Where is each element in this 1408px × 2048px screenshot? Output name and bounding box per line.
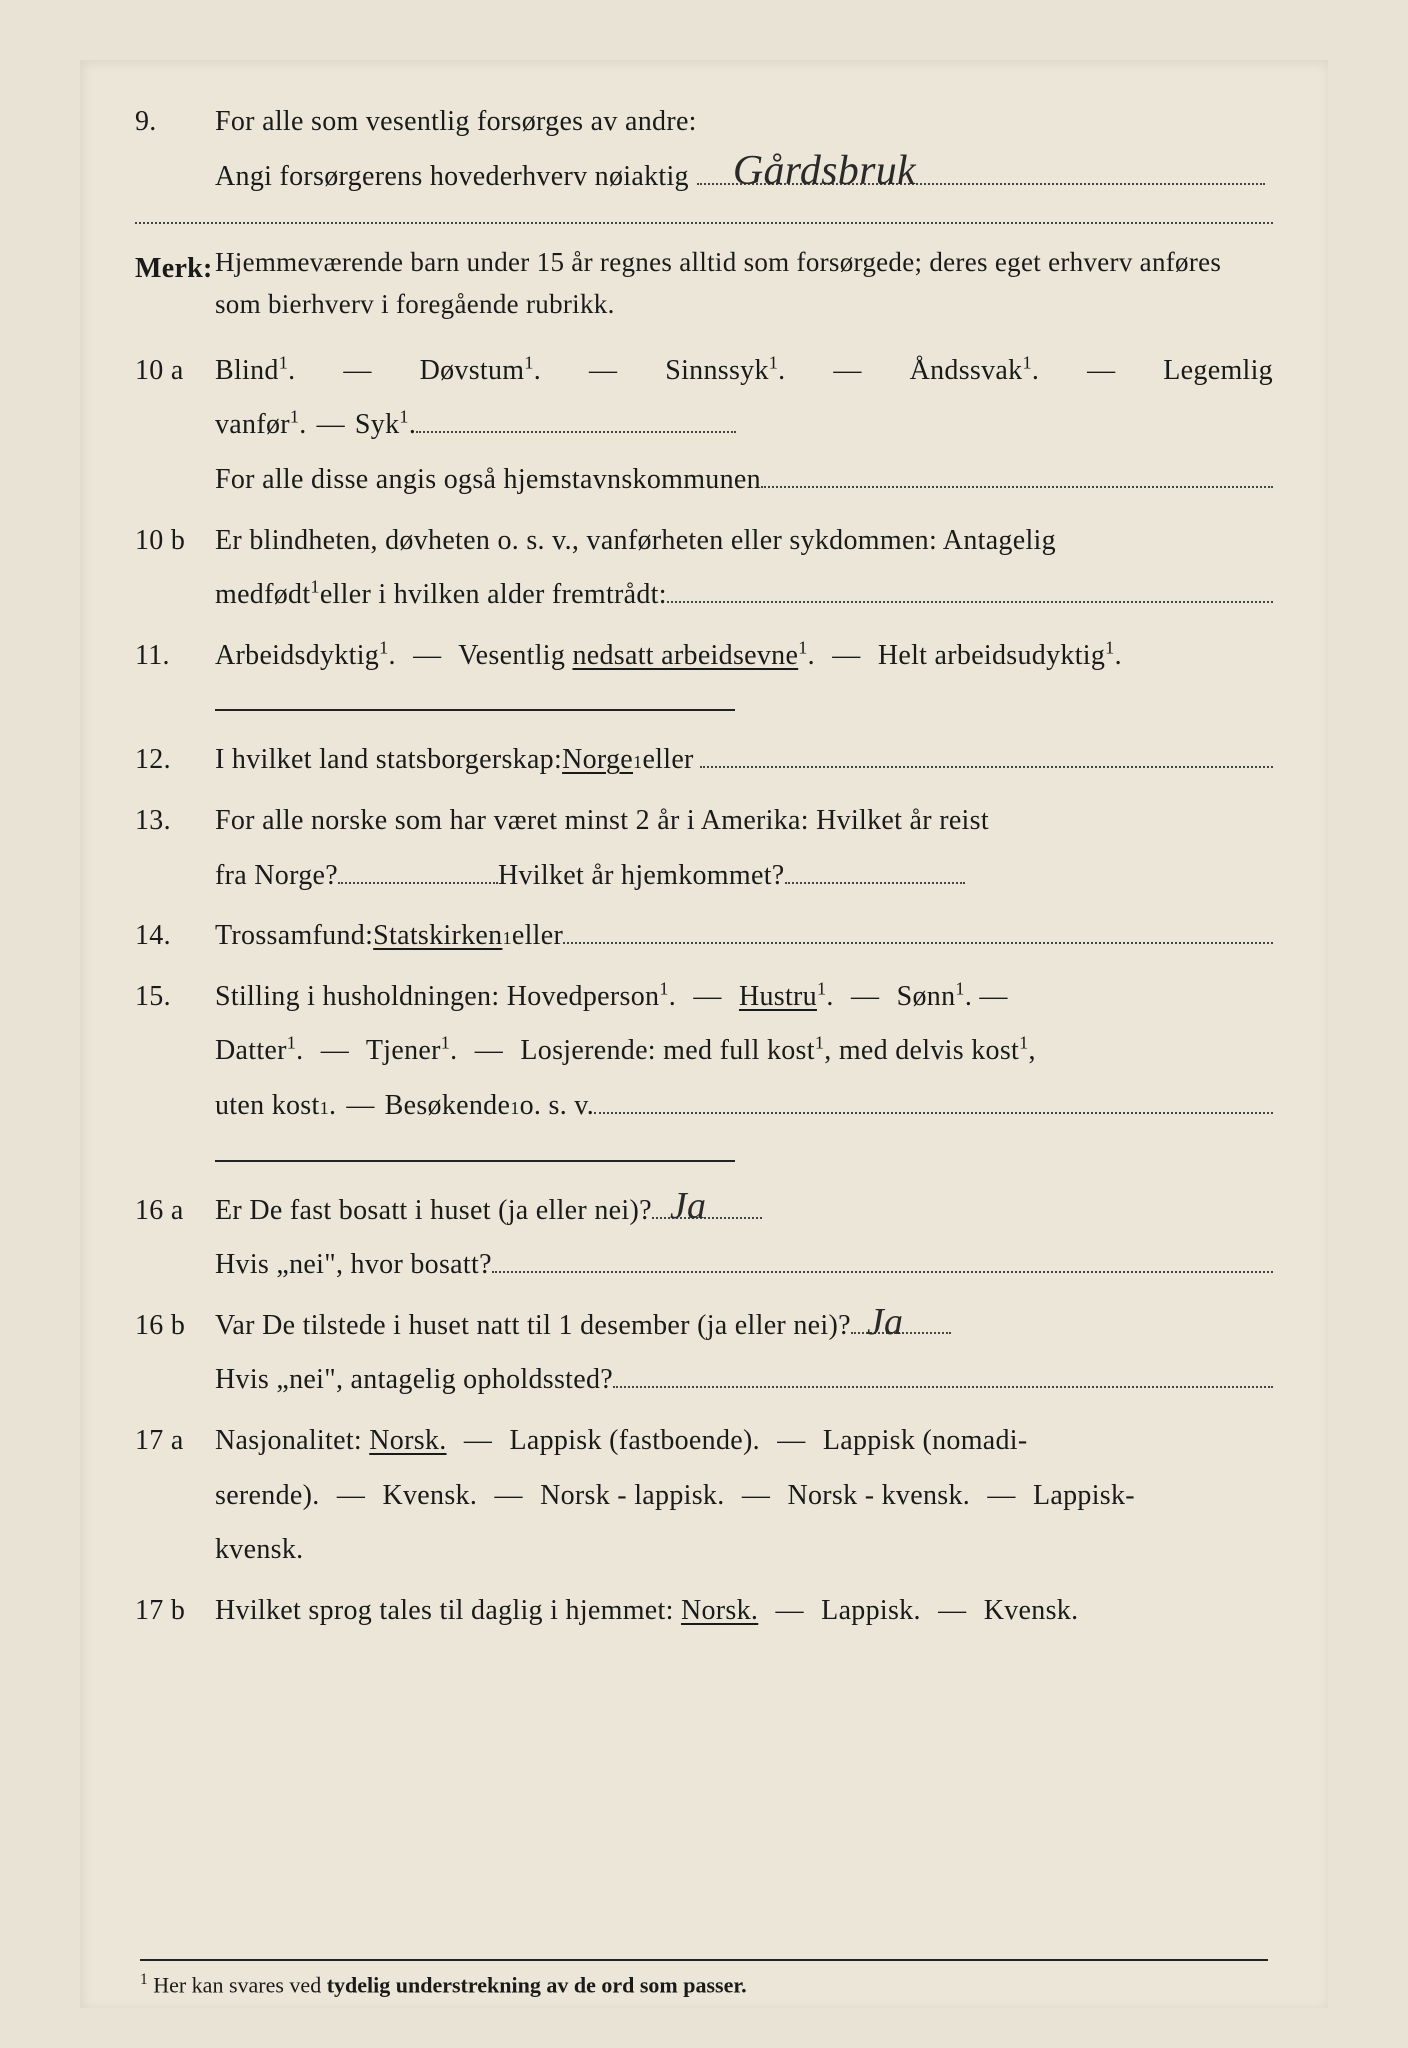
q10a-syk: Syk xyxy=(355,409,399,440)
q9-answer-line: Gårdsbruk xyxy=(697,159,1265,184)
q11-nedsatt-selected: nedsatt arbeidsevne xyxy=(572,640,798,671)
q13-fra-norge: fra Norge? xyxy=(215,849,338,904)
q10a-andssvak: Åndssvak xyxy=(910,355,1023,386)
question-9: 9. For alle som vesentlig forsørges av a… xyxy=(135,95,1273,204)
q17b-kvensk: Kvensk. xyxy=(984,1595,1079,1626)
question-12: 12. I hvilket land statsborgerskap: Norg… xyxy=(135,733,1273,788)
question-10a: 10 a Blind1. — Døvstum1. — Sinnssyk1. — … xyxy=(135,344,1273,508)
merk-label: Merk: xyxy=(135,242,215,326)
q15-datter: Datter xyxy=(215,1035,287,1066)
q15-sonn: Sønn xyxy=(897,981,956,1012)
question-17a: 17 a Nasjonalitet: Norsk. — Lappisk (fas… xyxy=(135,1414,1273,1578)
q13-hjemkommet: Hvilket år hjemkommet? xyxy=(498,849,785,904)
q10b-alder: eller i hvilken alder fremtrådt: xyxy=(320,568,667,623)
q15-uten-kost: uten kost xyxy=(215,1079,320,1134)
q17b-text: Hvilket sprog tales til daglig i hjemmet… xyxy=(215,1595,681,1626)
question-14: 14. Trossamfund: Statskirken1 eller xyxy=(135,909,1273,964)
q11-arbeidsdyktig: Arbeidsdyktig xyxy=(215,640,379,671)
q17b-number: 17 b xyxy=(135,1584,215,1639)
q17a-norsk-selected: Norsk. xyxy=(369,1425,446,1456)
blank-line xyxy=(416,408,736,433)
blank-line xyxy=(563,919,1273,944)
q16a-hvis-nei: Hvis „nei", hvor bosatt? xyxy=(215,1238,492,1293)
q16a-answer-line: Ja xyxy=(652,1193,762,1218)
section-divider xyxy=(215,1160,735,1162)
q15-number: 15. xyxy=(135,970,215,1134)
q17a-lappisk-kvensk: Lappisk- xyxy=(1033,1480,1135,1511)
q12-norge-selected: Norge xyxy=(562,733,633,788)
q9-number: 9. xyxy=(135,95,215,204)
q16a-number: 16 a xyxy=(135,1184,215,1293)
footnote-bold: tydelig understrekning av de ord som pas… xyxy=(327,1972,747,1997)
q17a-lappisk-fast: Lappisk (fastboende). xyxy=(509,1425,759,1456)
q13-line1: For alle norske som har været minst 2 år… xyxy=(215,794,1273,849)
footnote-marker: 1 xyxy=(140,1971,148,1988)
q9-line2: Angi forsørgerens hovederhverv nøiaktig xyxy=(215,150,689,205)
question-10b: 10 b Er blindheten, døvheten o. s. v., v… xyxy=(135,514,1273,623)
q10a-vanfor: vanfør xyxy=(215,409,290,440)
blank-line xyxy=(613,1363,1273,1388)
question-13: 13. For alle norske som har været minst … xyxy=(135,794,1273,903)
q10a-sinnssyk: Sinnssyk xyxy=(665,355,769,386)
blank-line xyxy=(785,858,965,883)
q9-answer: Gårdsbruk xyxy=(727,131,922,213)
census-form-page: 9. For alle som vesentlig forsørges av a… xyxy=(80,60,1328,2008)
q10a-hjemstavn: For alle disse angis også hjemstavnskomm… xyxy=(215,453,761,508)
q15-tjener: Tjener xyxy=(366,1035,441,1066)
q17a-norsk-kvensk: Norsk - kvensk. xyxy=(787,1480,970,1511)
q13-number: 13. xyxy=(135,794,215,903)
question-15: 15. Stilling i husholdningen: Hovedperso… xyxy=(135,970,1273,1134)
divider xyxy=(135,222,1273,224)
q15-text: Stilling i husholdningen: Hovedperson xyxy=(215,981,659,1012)
q17a-text: Nasjonalitet: xyxy=(215,1425,369,1456)
footnote: 1 Her kan svares ved tydelig understrekn… xyxy=(140,1959,1268,1998)
q14-text: Trossamfund: xyxy=(215,909,373,964)
q16b-number: 16 b xyxy=(135,1299,215,1408)
question-11: 11. Arbeidsdyktig1. — Vesentlig nedsatt … xyxy=(135,629,1273,684)
q12-number: 12. xyxy=(135,733,215,788)
q10b-medfodt: medfødt xyxy=(215,579,310,610)
q14-statskirken-selected: Statskirken xyxy=(373,909,502,964)
question-16b: 16 b Var De tilstede i huset natt til 1 … xyxy=(135,1299,1273,1408)
q10a-number: 10 a xyxy=(135,344,215,508)
q12-text: I hvilket land statsborgerskap: xyxy=(215,733,562,788)
blank-line xyxy=(492,1248,1273,1273)
q16a-answer: Ja xyxy=(664,1169,712,1243)
merk-note: Merk: Hjemmeværende barn under 15 år reg… xyxy=(135,242,1273,326)
q17a-kvensk: Kvensk. xyxy=(382,1480,477,1511)
q16b-answer: Ja xyxy=(861,1285,909,1359)
q17a-lappisk-nomad: Lappisk (nomadi- xyxy=(823,1425,1028,1456)
blank-line xyxy=(594,1089,1273,1114)
footnote-text: Her kan svares ved xyxy=(153,1972,327,1997)
blank-line xyxy=(667,578,1273,603)
q10a-dovstum: Døvstum xyxy=(420,355,525,386)
q10b-number: 10 b xyxy=(135,514,215,623)
blank-line xyxy=(700,743,1273,768)
q17a-norsk-lappisk: Norsk - lappisk. xyxy=(540,1480,724,1511)
q16b-hvis-nei: Hvis „nei", antagelig opholdssted? xyxy=(215,1353,613,1408)
blank-line xyxy=(338,858,498,883)
q16a-text: Er De fast bosatt i huset (ja eller nei)… xyxy=(215,1184,652,1239)
q10b-line1: Er blindheten, døvheten o. s. v., vanfør… xyxy=(215,514,1273,569)
question-17b: 17 b Hvilket sprog tales til daglig i hj… xyxy=(135,1584,1273,1639)
q17b-lappisk: Lappisk. xyxy=(821,1595,921,1626)
q15-hustru-selected: Hustru xyxy=(739,981,817,1012)
merk-text: Hjemmeværende barn under 15 år regnes al… xyxy=(215,242,1273,326)
q14-number: 14. xyxy=(135,909,215,964)
q16b-answer-line: Ja xyxy=(851,1309,951,1334)
section-divider xyxy=(215,709,735,711)
q17b-norsk-selected: Norsk. xyxy=(681,1595,758,1626)
q15-losjerende: Losjerende: med full kost xyxy=(520,1035,814,1066)
question-16a: 16 a Er De fast bosatt i huset (ja eller… xyxy=(135,1184,1273,1293)
blank-line xyxy=(761,463,1273,488)
q10a-blind: Blind xyxy=(215,355,279,386)
q11-number: 11. xyxy=(135,629,215,684)
q11-udyktig: Helt arbeidsudyktig xyxy=(878,640,1105,671)
q15-besokende: Besøkende xyxy=(385,1079,511,1134)
q17a-number: 17 a xyxy=(135,1414,215,1578)
q10a-legemlig: Legemlig xyxy=(1163,344,1273,399)
q16b-text: Var De tilstede i huset natt til 1 desem… xyxy=(215,1299,851,1354)
